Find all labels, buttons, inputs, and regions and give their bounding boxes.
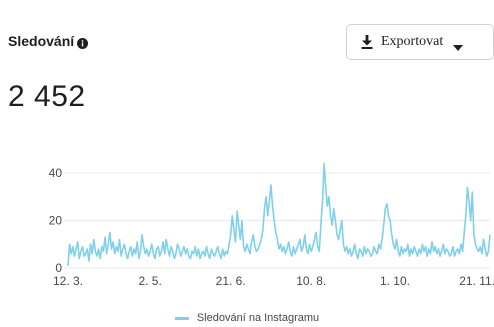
x-tick-label: 12. 3.: [53, 274, 83, 288]
x-tick-label: 1. 10.: [380, 274, 410, 288]
total-followers-value: 2 452: [8, 80, 86, 113]
y-tick-label: 0: [55, 261, 62, 275]
legend-label: Sledování na Instagramu: [196, 312, 320, 324]
section-header: Sledování: [8, 33, 89, 49]
x-tick-label: 10. 8.: [296, 274, 326, 288]
x-tick-label: 2. 5.: [138, 274, 161, 288]
download-icon: [361, 35, 373, 49]
y-tick-label: 20: [49, 214, 63, 228]
caret-down-icon: [453, 39, 464, 51]
section-title: Sledování: [8, 33, 75, 49]
export-button[interactable]: Exportovat: [346, 24, 494, 60]
y-tick-label: 40: [49, 166, 63, 180]
chart-legend: Sledování na Instagramu: [0, 312, 494, 324]
x-tick-label: 21. 6.: [216, 274, 246, 288]
info-icon[interactable]: [77, 36, 89, 49]
x-tick-label: 21. 11.: [459, 274, 494, 288]
followers-line-chart: 0 20 40 12. 3. 2. 5. 21. 6. 10. 8. 1. 10. 21. 11…: [49, 162, 494, 288]
export-label: Exportovat: [381, 34, 444, 49]
series-line: [67, 162, 491, 266]
legend-swatch: [174, 316, 189, 320]
